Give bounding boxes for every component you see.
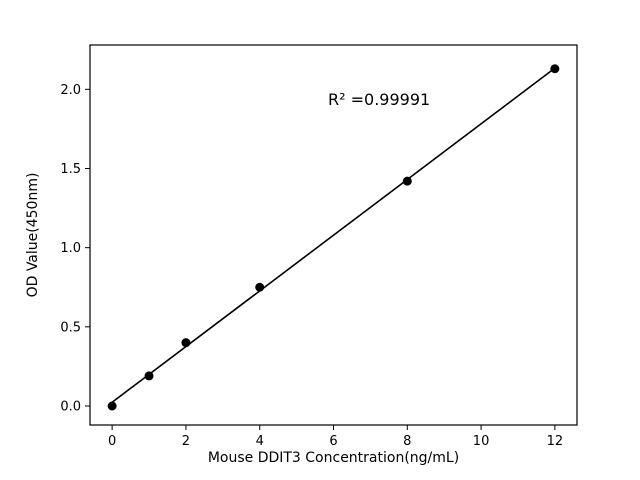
- x-tick-label: 2: [182, 434, 190, 449]
- data-point: [402, 176, 412, 186]
- x-tick-label: 10: [473, 434, 490, 449]
- r-squared-annotation: R² =0.99991: [328, 90, 431, 109]
- data-point: [107, 401, 117, 411]
- y-tick-label: 1.5: [60, 162, 81, 177]
- x-axis-title: Mouse DDIT3 Concentration(ng/mL): [207, 450, 460, 466]
- y-axis-title: OD Value(450nm): [25, 172, 41, 298]
- x-tick-label: 0: [108, 434, 116, 449]
- x-tick-label: 4: [256, 434, 264, 449]
- x-tick-label: 8: [403, 434, 411, 449]
- y-tick-label: 1.0: [60, 241, 81, 256]
- x-tick-label: 12: [547, 434, 564, 449]
- data-point: [550, 64, 560, 74]
- y-tick-label: 0.0: [60, 400, 81, 415]
- fit-line: [111, 67, 556, 403]
- x-tick-label: 6: [329, 434, 337, 449]
- y-tick-label: 2.0: [60, 83, 81, 98]
- data-point: [255, 282, 265, 292]
- y-tick-label: 0.5: [60, 320, 81, 335]
- data-point: [144, 371, 154, 381]
- data-point: [181, 338, 191, 348]
